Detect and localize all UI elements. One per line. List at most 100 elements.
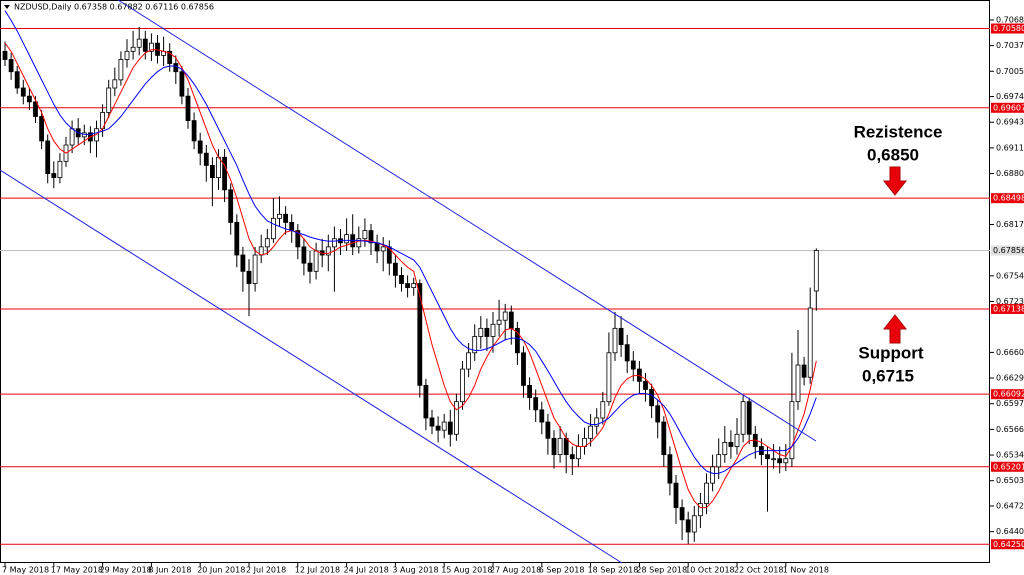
candle-body	[344, 234, 350, 244]
y-tick-label: 0.70685	[996, 15, 1024, 24]
candle-body	[197, 140, 203, 154]
candle-body	[557, 437, 563, 456]
candle-body	[606, 352, 612, 403]
candle-body	[783, 458, 789, 464]
level-label: 0.67138	[993, 304, 1024, 313]
candle-body	[722, 442, 728, 456]
candle-body	[51, 173, 57, 179]
level-label: 0.66092	[993, 390, 1024, 399]
candle-body	[209, 164, 215, 179]
candle-body	[185, 95, 191, 121]
candle-body	[576, 446, 581, 460]
y-tick-label: 0.65345	[996, 451, 1024, 460]
candle-body	[539, 409, 545, 423]
candle-body	[716, 454, 722, 468]
level-tag	[991, 539, 1024, 550]
candle-body	[417, 283, 423, 386]
level-tag	[991, 193, 1024, 204]
candle-body	[655, 405, 661, 423]
candle-body	[685, 519, 691, 533]
candle-body	[813, 250, 819, 292]
candle-body	[246, 270, 252, 284]
plot-frame	[0, 0, 990, 563]
candle-body	[698, 503, 703, 517]
level-tag	[991, 303, 1024, 314]
candle-body	[136, 38, 142, 48]
candle-body	[466, 352, 472, 370]
candle-body	[325, 246, 331, 256]
y-tick-label: 0.65975	[996, 399, 1024, 408]
candle-body	[26, 95, 32, 103]
candle-body	[173, 63, 179, 73]
candle-body	[222, 156, 228, 191]
x-tick-label: 22 Oct 2018	[734, 566, 783, 575]
candle-body	[600, 401, 606, 419]
candle-body	[569, 454, 575, 460]
arrow-up	[882, 314, 908, 344]
x-tick-label: 20 Jun 2018	[197, 566, 245, 575]
candle-body	[2, 50, 8, 60]
moving-average	[4, 42, 817, 509]
channel-lower	[0, 169, 623, 564]
candle-body	[167, 50, 173, 64]
candle-body	[148, 42, 154, 52]
candle-body	[746, 401, 752, 435]
candle-body	[643, 380, 648, 390]
x-tick-label: 15 Aug 2018	[441, 566, 492, 575]
candle-body	[490, 323, 496, 337]
y-tick-label: 0.69745	[996, 92, 1024, 101]
candle-body	[277, 213, 282, 219]
x-tick-label: 10 Oct 2018	[685, 566, 734, 575]
candle-body	[295, 230, 301, 248]
candle-body	[496, 319, 502, 325]
candle-body	[740, 401, 746, 435]
candle-body	[795, 364, 801, 403]
candle-body	[228, 189, 234, 223]
x-tick-label: 1 Nov 2018	[783, 566, 829, 575]
candle-body	[392, 262, 398, 276]
candle-body	[130, 46, 136, 52]
level-label: 0.69607	[993, 103, 1024, 112]
candle-body	[405, 283, 411, 289]
candle-body	[356, 238, 362, 248]
candle-body	[704, 482, 709, 504]
candle-body	[728, 442, 734, 447]
candle-body	[679, 507, 685, 521]
candle-body	[313, 250, 319, 272]
x-tick-label: 28 Sep 2018	[636, 566, 687, 575]
y-tick-label: 0.66605	[996, 348, 1024, 357]
resistance-label: Rezistence	[854, 122, 943, 141]
x-tick-label: 24 Jul 2018	[344, 566, 389, 575]
x-tick-label: 27 Aug 2018	[490, 566, 541, 575]
candle-body	[765, 454, 770, 460]
candle-body	[33, 101, 38, 117]
level-tag	[991, 461, 1024, 472]
x-tick-label: 2 Jul 2018	[246, 566, 286, 575]
candle-body	[594, 417, 600, 427]
candle-body	[460, 368, 465, 403]
candle-body	[8, 59, 14, 73]
support-value: 0,6715	[862, 366, 914, 385]
level-label: 0.65201	[993, 462, 1024, 471]
last-price-label: 0.67856	[993, 246, 1024, 255]
candle-body	[447, 421, 453, 435]
y-tick-label: 0.67545	[996, 271, 1024, 280]
candle-body	[380, 246, 386, 252]
candle-body	[179, 71, 185, 97]
candle-body	[264, 238, 270, 248]
candle-body	[69, 128, 75, 146]
candle-body	[118, 59, 124, 81]
candle-body	[527, 384, 532, 399]
candle-body	[240, 254, 246, 272]
candle-body	[777, 458, 783, 464]
candle-body	[270, 217, 276, 240]
y-tick-label: 0.64405	[996, 527, 1024, 536]
candle-body	[661, 421, 667, 456]
level-label: 0.64250	[993, 540, 1024, 549]
candle-body	[399, 274, 404, 284]
